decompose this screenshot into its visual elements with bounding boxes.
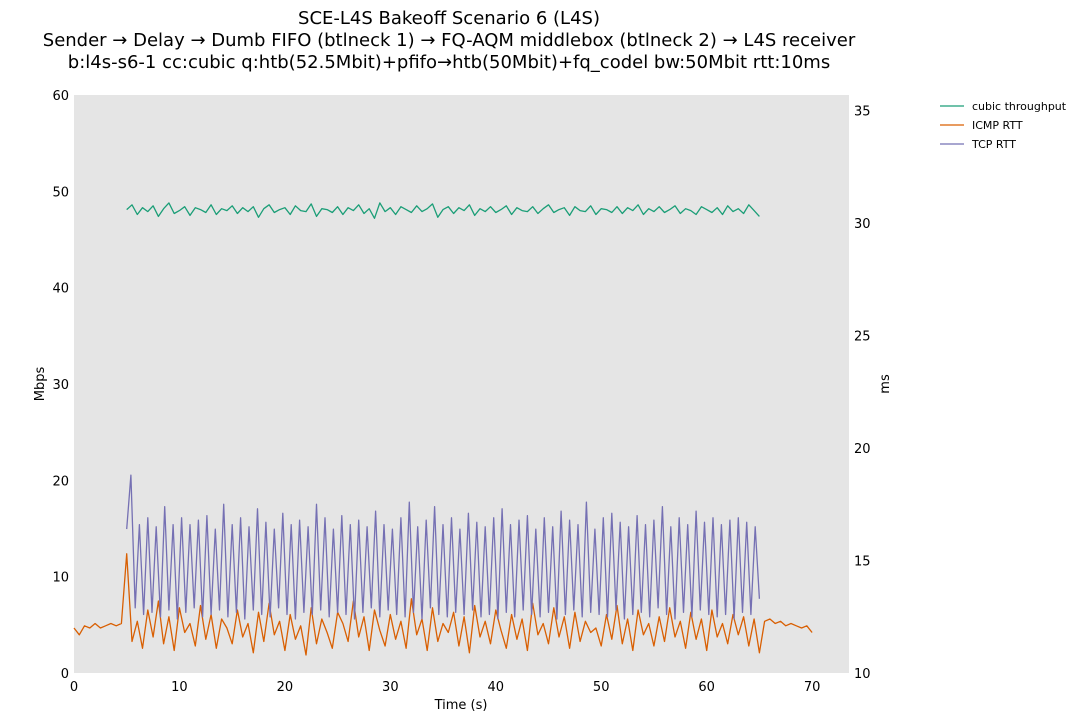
y-right-tick-label: 15 <box>854 555 871 570</box>
y-left-tick-label: 30 <box>52 378 69 393</box>
x-tick-label: 10 <box>171 680 188 695</box>
y-right-tick-label: 20 <box>854 442 871 457</box>
legend-label-tcp-rtt: TCP RTT <box>971 138 1016 151</box>
x-tick-label: 50 <box>593 680 610 695</box>
ticks-layer: 0 10 20 30 40 50 60 70 0 10 20 30 40 50 60 10 15 20 25 30 35 <box>52 89 870 695</box>
y-axis-right-label: ms <box>878 374 893 394</box>
series-layer <box>73 202 813 656</box>
legend-label-cubic-throughput: cubic throughput <box>972 100 1067 113</box>
x-tick-label: 40 <box>487 680 504 695</box>
y-left-tick-label: 10 <box>52 571 69 586</box>
chart-title-line-3: b:l4s-s6-1 cc:cubic q:htb(52.5Mbit)+pfif… <box>68 52 830 73</box>
series-line-cubic-throughput <box>126 202 760 219</box>
x-axis-label: Time (s) <box>434 698 488 713</box>
y-right-tick-label: 25 <box>854 330 871 345</box>
legend: cubic throughput ICMP RTT TCP RTT <box>940 100 1067 151</box>
y-axis-left-label: Mbps <box>33 367 48 402</box>
series-line-icmp-rtt <box>73 553 813 656</box>
plot-area <box>74 95 849 673</box>
y-right-tick-label: 35 <box>854 105 871 120</box>
series-line-tcp-rtt <box>126 474 761 620</box>
y-left-tick-label: 60 <box>52 89 69 104</box>
x-tick-label: 30 <box>382 680 399 695</box>
x-tick-label: 70 <box>804 680 821 695</box>
legend-label-icmp-rtt: ICMP RTT <box>972 119 1023 132</box>
y-left-tick-label: 0 <box>61 667 69 682</box>
y-left-tick-label: 20 <box>52 474 69 489</box>
x-tick-label: 20 <box>277 680 294 695</box>
y-left-tick-label: 50 <box>52 185 69 200</box>
chart-title-line-2: Sender → Delay → Dumb FIFO (btlneck 1) →… <box>43 30 856 51</box>
chart-title-line-1: SCE-L4S Bakeoff Scenario 6 (L4S) <box>298 8 600 29</box>
x-tick-label: 60 <box>698 680 715 695</box>
y-right-tick-label: 10 <box>854 667 871 682</box>
y-right-tick-label: 30 <box>854 217 871 232</box>
x-tick-label: 0 <box>70 680 78 695</box>
y-left-tick-label: 40 <box>52 282 69 297</box>
